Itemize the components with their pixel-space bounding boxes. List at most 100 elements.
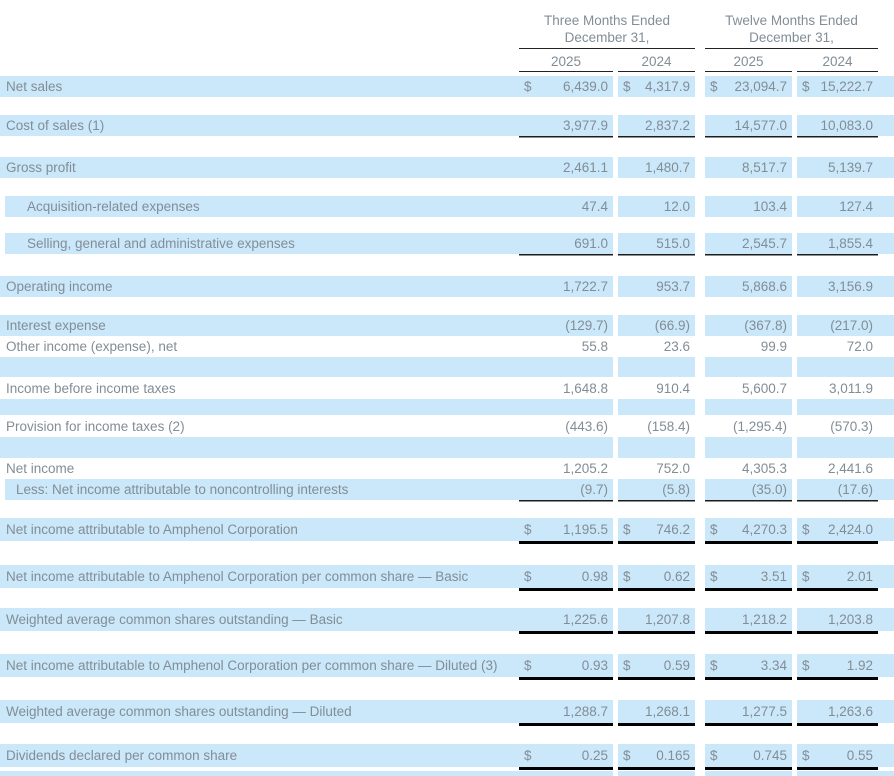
dollar-sign: $ bbox=[802, 569, 810, 584]
value-cell: $0.59 bbox=[618, 654, 695, 677]
dollar-sign: $ bbox=[623, 748, 631, 763]
row-right-pad bbox=[878, 479, 894, 500]
row-right-pad bbox=[878, 744, 894, 767]
spacer-row bbox=[0, 771, 894, 776]
dollar-sign: $ bbox=[623, 79, 631, 94]
dollar-sign: $ bbox=[524, 522, 532, 537]
year-header: 2024 bbox=[618, 49, 695, 72]
cell-value: 752.0 bbox=[656, 461, 690, 476]
value-cell: (570.3) bbox=[797, 415, 878, 437]
cell-value: 0.745 bbox=[753, 748, 787, 763]
value-cell: 1,203.8 bbox=[797, 608, 878, 631]
cell-value: 5,600.7 bbox=[741, 380, 787, 396]
value-cell: $0.55 bbox=[797, 744, 878, 767]
value-cell: 8,517.7 bbox=[705, 157, 792, 178]
cell-value: 5,139.7 bbox=[827, 160, 873, 175]
cell-value: (129.7) bbox=[565, 318, 608, 333]
cell-value: 910.4 bbox=[656, 380, 690, 396]
value-cell: 23.6 bbox=[618, 336, 695, 357]
table-row: Selling, general and administrative expe… bbox=[0, 233, 894, 254]
value-cell: 10,083.0 bbox=[797, 115, 878, 136]
cell-value: 127.4 bbox=[839, 199, 873, 214]
row-right-pad bbox=[878, 377, 894, 399]
spacer-cell bbox=[878, 771, 894, 776]
cell-value: 72.0 bbox=[846, 339, 873, 354]
row-right-pad bbox=[878, 415, 894, 437]
spacer-cell bbox=[705, 437, 792, 458]
value-cell: 515.0 bbox=[618, 233, 695, 254]
cell-value: 55.8 bbox=[581, 339, 608, 354]
cell-value: 3,011.9 bbox=[828, 380, 873, 396]
value-cell: 1,855.4 bbox=[797, 233, 878, 254]
cell-value: 1,480.7 bbox=[644, 160, 690, 175]
cell-value: 23,094.7 bbox=[734, 79, 787, 94]
table-row: Less: Net income attributable to noncont… bbox=[0, 479, 894, 500]
table-row: Net income attributable to Amphenol Corp… bbox=[0, 565, 894, 588]
value-cell: 5,139.7 bbox=[797, 157, 878, 178]
row-right-pad bbox=[878, 315, 894, 336]
value-cell: 5,868.6 bbox=[705, 276, 792, 297]
value-cell: (158.4) bbox=[618, 415, 695, 437]
cell-value: 1.92 bbox=[846, 658, 873, 673]
spacer-cell bbox=[878, 357, 894, 377]
table-row: Operating income 1,722.7 953.7 5,868.6 3,156… bbox=[0, 276, 894, 297]
row-label: Provision for income taxes (2) bbox=[6, 418, 185, 434]
row-right-pad bbox=[878, 76, 894, 97]
value-cell: $4,270.3 bbox=[705, 518, 792, 541]
row-label: Selling, general and administrative expe… bbox=[0, 233, 519, 254]
spacer-cell bbox=[797, 357, 878, 377]
period-header-line2: December 31, bbox=[564, 30, 650, 45]
value-cell: $1,195.5 bbox=[519, 518, 613, 541]
dollar-sign: $ bbox=[802, 658, 810, 673]
spacer-cell bbox=[0, 771, 519, 776]
cell-value: 0.93 bbox=[581, 658, 608, 673]
value-cell: (9.7) bbox=[519, 479, 613, 500]
value-cell: 1,205.2 bbox=[519, 458, 613, 479]
cell-value: 1,268.1 bbox=[644, 704, 690, 719]
value-cell: $0.745 bbox=[705, 744, 792, 767]
row-label: Other income (expense), net bbox=[6, 339, 178, 354]
value-cell: (5.8) bbox=[618, 479, 695, 500]
year-header: 2024 bbox=[797, 49, 878, 72]
spacer-cell bbox=[797, 771, 878, 776]
cell-value: 0.55 bbox=[846, 748, 873, 763]
cell-value: 2.01 bbox=[846, 569, 873, 584]
value-cell: 2,441.6 bbox=[797, 458, 878, 479]
cell-value: (158.4) bbox=[647, 418, 690, 434]
cell-value: 953.7 bbox=[656, 279, 690, 294]
year-header: 2025 bbox=[705, 49, 792, 72]
spacer-cell bbox=[0, 357, 519, 377]
year-header: 2025 bbox=[519, 49, 613, 72]
spacer-cell bbox=[705, 399, 792, 415]
cell-value: 1,225.6 bbox=[562, 612, 608, 627]
cell-value: (5.8) bbox=[662, 482, 690, 497]
cell-value: 1,203.8 bbox=[827, 612, 873, 627]
cell-value: 103.4 bbox=[753, 199, 787, 214]
cell-value: 15,222.7 bbox=[820, 79, 873, 94]
value-cell: 1,207.8 bbox=[618, 608, 695, 631]
table-row: Interest expense (129.7) (66.9) (367.8) (217… bbox=[0, 315, 894, 336]
cell-value: (1,295.4) bbox=[732, 418, 787, 434]
cell-value: 2,441.6 bbox=[827, 461, 873, 476]
value-cell: 752.0 bbox=[618, 458, 695, 479]
row-right-pad bbox=[878, 608, 894, 631]
value-cell: 1,722.7 bbox=[519, 276, 613, 297]
cell-value: 2,424.0 bbox=[827, 522, 873, 537]
spacer-cell bbox=[797, 399, 878, 415]
value-cell: $23,094.7 bbox=[705, 76, 792, 97]
spacer-cell bbox=[519, 771, 613, 776]
value-cell: $746.2 bbox=[618, 518, 695, 541]
row-label: Net income attributable to Amphenol Corp… bbox=[0, 565, 519, 588]
cell-value: 1,195.5 bbox=[562, 522, 608, 537]
row-label: Operating income bbox=[0, 276, 519, 297]
row-label: Less: Net income attributable to noncont… bbox=[0, 479, 519, 500]
value-cell: $0.98 bbox=[519, 565, 613, 588]
row-right-pad bbox=[878, 233, 894, 254]
cell-value: 3,977.9 bbox=[562, 118, 608, 133]
table-row: Net income 1,205.2 752.0 4,305.3 2,441.6 bbox=[0, 458, 894, 479]
value-cell: (66.9) bbox=[618, 315, 695, 336]
value-cell: $2.01 bbox=[797, 565, 878, 588]
period-header-three-months: Three Months Ended December 31, bbox=[519, 12, 695, 49]
dollar-sign: $ bbox=[802, 522, 810, 537]
value-cell: (217.0) bbox=[797, 315, 878, 336]
